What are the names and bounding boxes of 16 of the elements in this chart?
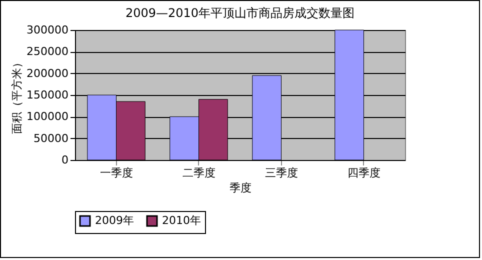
- y-tick-label: 50000: [34, 132, 68, 145]
- x-tick-label: 四季度: [347, 166, 380, 180]
- y-tick-label: 300000: [26, 24, 68, 36]
- y-tick-label: 200000: [26, 66, 68, 80]
- x-axis-title: 季度: [230, 182, 252, 194]
- y-axis-title: 面积（平方米）: [10, 57, 24, 134]
- x-tick-label: 三季度: [264, 166, 298, 180]
- x-tick-label: 二季度: [182, 166, 216, 180]
- y-tick-label: 0: [62, 154, 68, 166]
- y-tick-label: 250000: [26, 45, 68, 58]
- y-tick-label: 100000: [26, 110, 68, 124]
- legend-label: 2009年: [95, 214, 134, 227]
- y-tick-label: 150000: [26, 88, 68, 102]
- legend-label: 2010年: [162, 214, 201, 227]
- chart-title: 2009—2010年平顶山市商品房成交数量图: [125, 6, 355, 20]
- x-tick-label: 一季度: [100, 166, 133, 180]
